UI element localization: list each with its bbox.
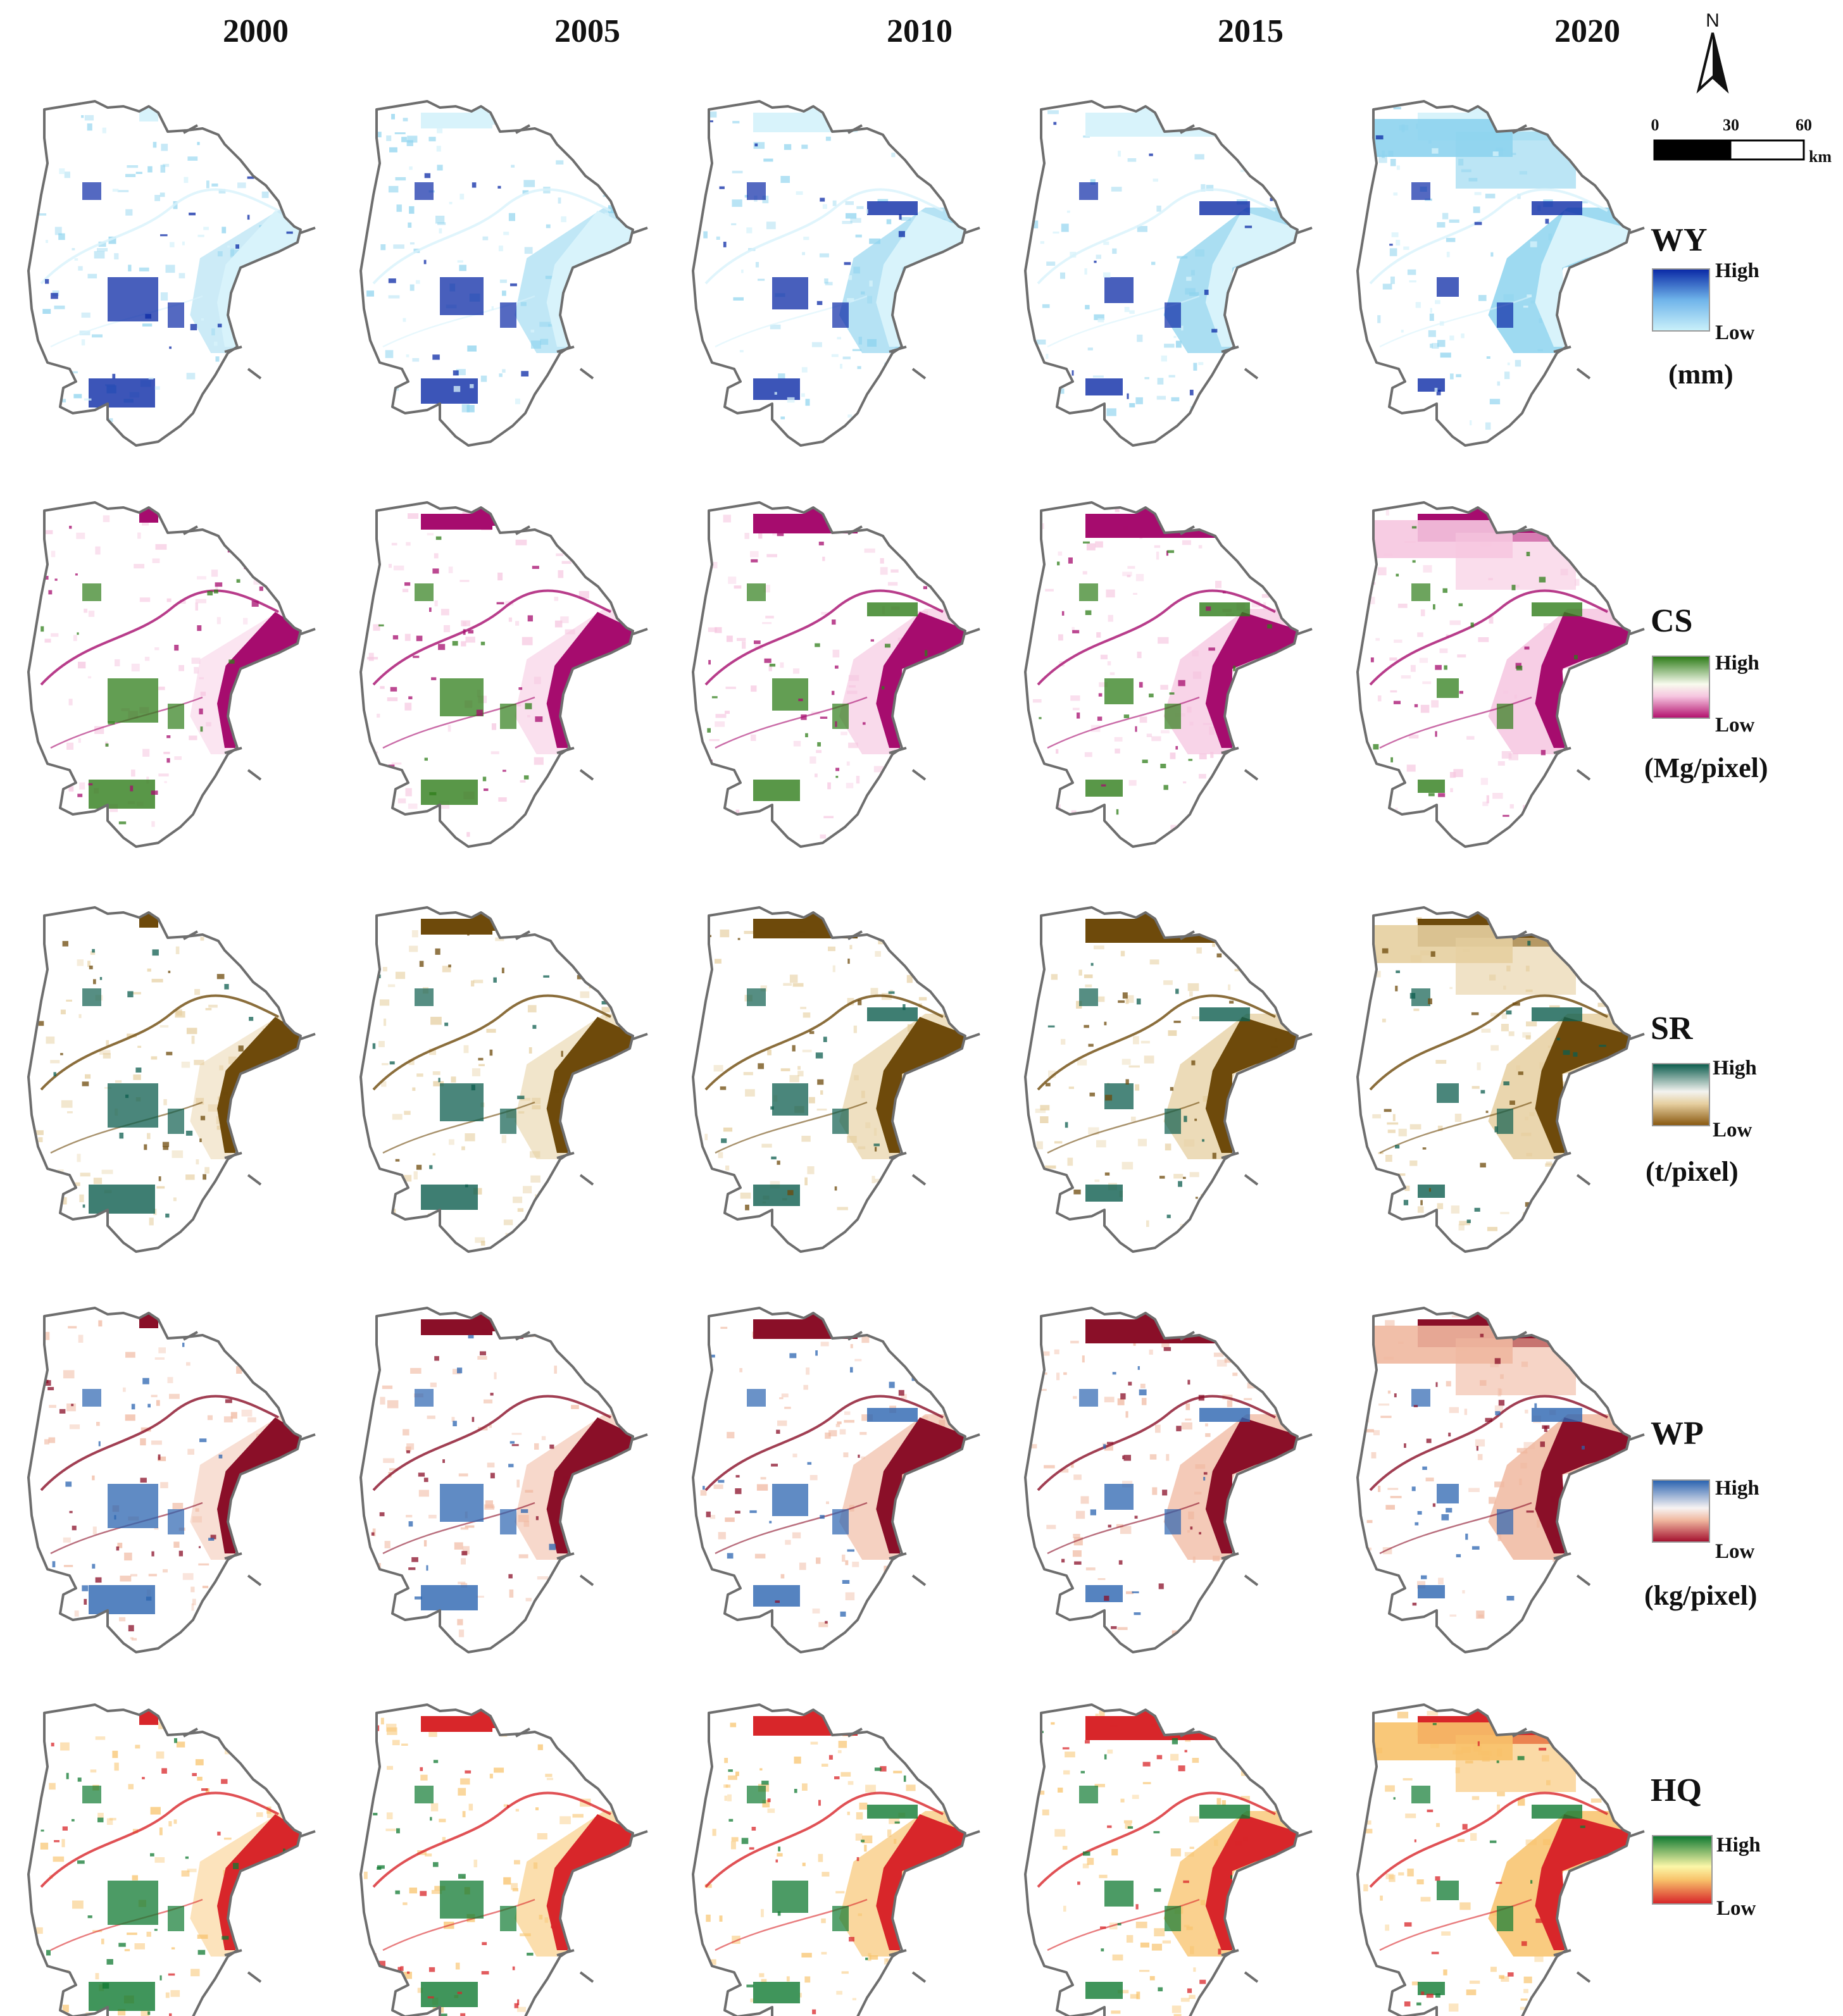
north-arrow: N	[1696, 10, 1729, 94]
year-header-2015: 2015	[1218, 13, 1284, 49]
legend-low-wp: Low	[1715, 1540, 1755, 1563]
map-cs-2020	[1356, 501, 1645, 848]
legend-swatch-wp	[1652, 1479, 1710, 1543]
map-wp-2000	[27, 1307, 316, 1653]
map-wp-2005	[359, 1307, 648, 1653]
year-header-2000: 2000	[223, 13, 289, 49]
legend-unit-wy: (mm)	[1668, 359, 1734, 390]
map-hq-2015	[1024, 1703, 1313, 2016]
scale-tick-0: 0	[1651, 116, 1659, 134]
legend-title-cs: CS	[1651, 603, 1693, 639]
legend-low-sr: Low	[1713, 1119, 1752, 1142]
map-wp-2020	[1356, 1307, 1645, 1653]
year-headers: 2000 2005 2010 2015 2020	[223, 13, 1620, 49]
map-sr-2010	[692, 906, 980, 1253]
legend-swatch-sr	[1652, 1063, 1710, 1126]
legend-high-cs: High	[1715, 652, 1759, 675]
legend-high-wy: High	[1715, 259, 1759, 282]
scale-bar: 0 30 60 km	[1651, 116, 1832, 166]
map-cs-2005	[359, 501, 648, 848]
map-wy-2005	[359, 100, 648, 447]
map-cs-2010	[692, 501, 980, 848]
legend-low-wy: Low	[1715, 321, 1755, 344]
legend-unit-cs: (Mg/pixel)	[1644, 752, 1768, 783]
map-wy-2015	[1024, 100, 1313, 447]
map-wy-2000	[27, 100, 316, 447]
map-wp-2010	[692, 1307, 980, 1653]
legend-unit-wp: (kg/pixel)	[1644, 1580, 1758, 1611]
legend-swatch-cs	[1652, 656, 1710, 719]
legend-title-wp: WP	[1651, 1416, 1704, 1452]
map-cs-2015	[1024, 501, 1313, 848]
map-hq-2010	[692, 1703, 980, 2016]
map-hq-2000	[27, 1703, 316, 2016]
legend-low-cs: Low	[1715, 714, 1755, 737]
legend-high-wp: High	[1715, 1477, 1759, 1500]
map-wy-2010	[692, 100, 980, 447]
year-header-2020: 2020	[1554, 13, 1620, 49]
legend-low-hq: Low	[1716, 1897, 1756, 1920]
map-hq-2020	[1356, 1703, 1645, 2016]
map-sr-2005	[359, 906, 648, 1253]
legend-swatch-wy	[1652, 268, 1710, 332]
legend-high-sr: High	[1713, 1057, 1757, 1080]
scale-tick-30: 30	[1723, 116, 1739, 134]
north-arrow-label: N	[1706, 10, 1720, 31]
map-sr-2020	[1356, 906, 1645, 1253]
legend-title-wy: WY	[1651, 222, 1708, 258]
year-header-2005: 2005	[554, 13, 620, 49]
map-hq-2005	[359, 1703, 648, 2016]
map-cs-2000	[27, 501, 316, 848]
legend-high-hq: High	[1716, 1834, 1761, 1857]
legend-title-sr: SR	[1651, 1011, 1693, 1047]
map-sr-2015	[1024, 906, 1313, 1253]
scale-unit: km	[1809, 147, 1832, 166]
map-sr-2000	[27, 906, 316, 1253]
legend-title-hq: HQ	[1651, 1772, 1702, 1808]
scale-tick-60: 60	[1796, 116, 1812, 134]
map-grid	[27, 100, 1645, 2016]
map-wy-2020	[1356, 100, 1645, 447]
map-wp-2015	[1024, 1307, 1313, 1653]
legend-unit-sr: (t/pixel)	[1646, 1156, 1739, 1187]
year-header-2010: 2010	[887, 13, 953, 49]
legend-swatch-hq	[1652, 1835, 1713, 1905]
